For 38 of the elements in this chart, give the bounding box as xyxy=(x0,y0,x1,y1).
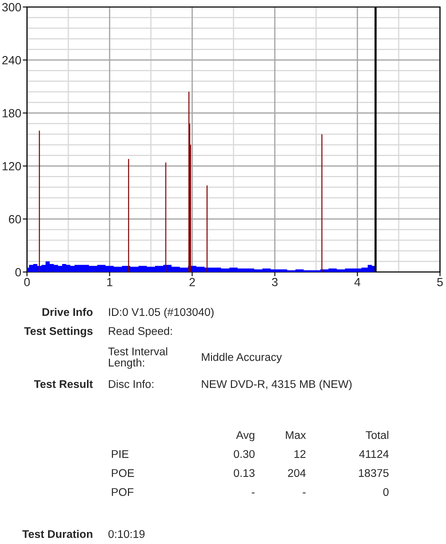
text: Read Speed: xyxy=(108,326,172,338)
text: 12 xyxy=(294,450,306,458)
text: POE xyxy=(112,469,134,477)
text: 0:10:19 xyxy=(108,530,145,538)
text: Drive Info xyxy=(42,308,93,316)
x-tick-label: 3 xyxy=(272,278,278,286)
text: Test Interval Length: xyxy=(108,347,168,369)
text: Max xyxy=(286,431,306,439)
x-tick-label: 5 xyxy=(437,278,443,286)
y-tick-label: 180 xyxy=(2,109,21,118)
y-tick-label: 300 xyxy=(2,3,21,12)
text: 204 xyxy=(288,469,306,477)
text: - xyxy=(302,492,306,494)
text: Test Settings xyxy=(24,326,93,338)
x-tick-label: 2 xyxy=(190,278,195,286)
text: Test Result xyxy=(34,380,93,388)
y-tick-label: 0 xyxy=(15,268,21,276)
text: 0.30 xyxy=(234,450,255,458)
text: NEW DVD-R, 4315 MB (NEW) xyxy=(202,380,352,390)
x-tick-label: 4 xyxy=(354,278,360,286)
x-tick-label: 1 xyxy=(107,278,112,286)
text: - xyxy=(252,492,255,494)
text: Middle Accuracy xyxy=(202,352,282,364)
text: 41124 xyxy=(359,450,389,458)
y-tick-label: 120 xyxy=(2,162,21,170)
text: Disc Info: xyxy=(108,380,154,388)
text: 0 xyxy=(383,488,389,496)
x-tick-label: 0 xyxy=(24,278,30,286)
text: Total xyxy=(366,430,388,439)
text: 0.13 xyxy=(234,469,255,477)
text: PIE xyxy=(112,450,128,458)
y-tick-label: 60 xyxy=(8,215,21,224)
text: 18375 xyxy=(358,469,389,477)
text: Avg xyxy=(236,431,254,442)
text: POF xyxy=(112,488,134,496)
text: Test Duration xyxy=(22,530,92,538)
text: ID:0 V1.05 (#103040) xyxy=(109,308,214,318)
y-tick-label: 240 xyxy=(2,56,21,64)
